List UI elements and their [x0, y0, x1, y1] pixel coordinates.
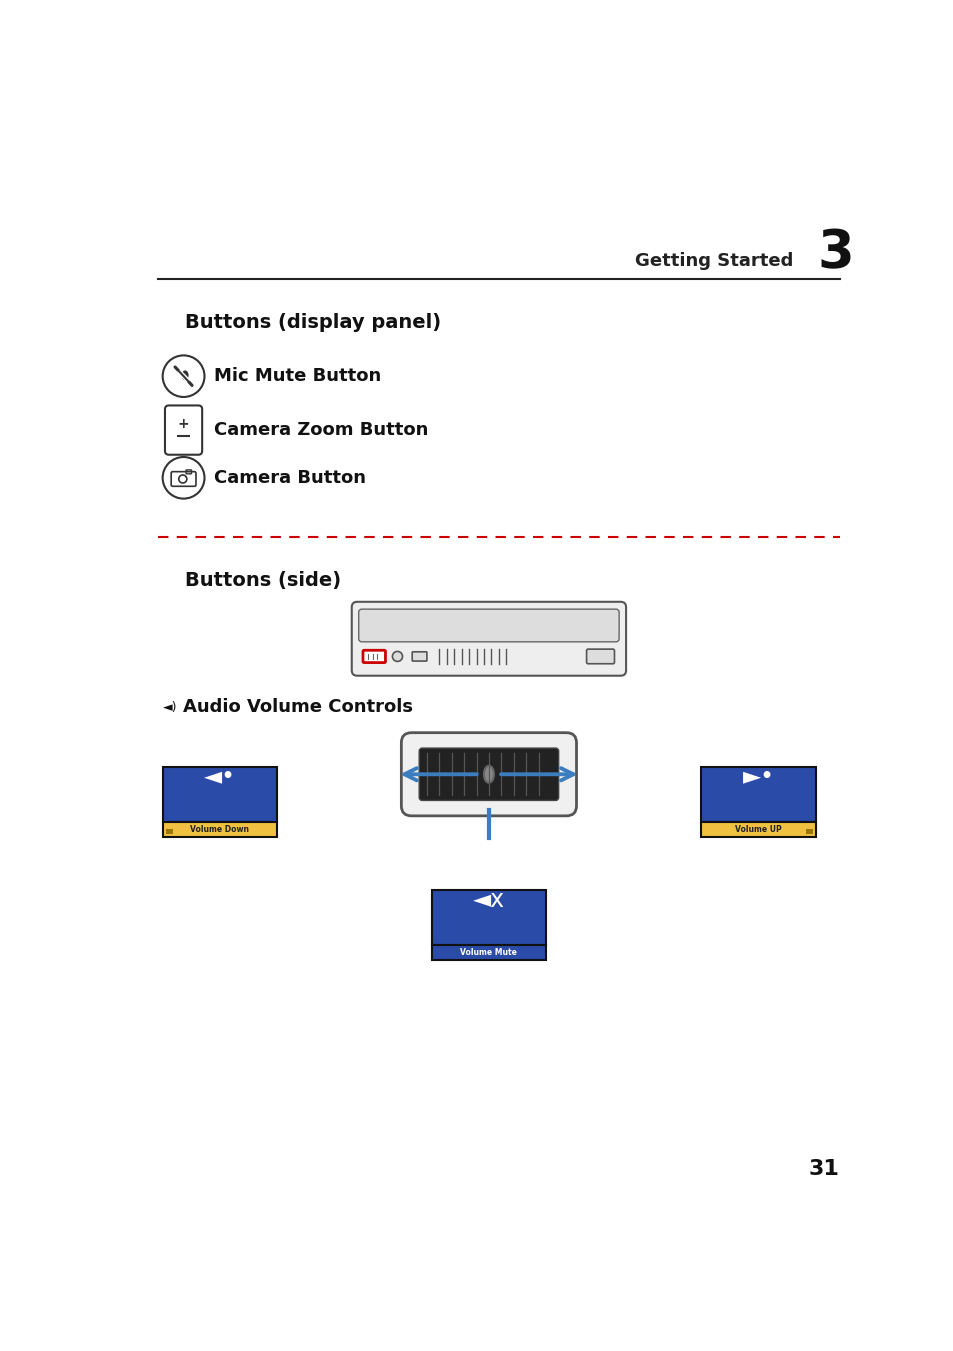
Ellipse shape [181, 370, 189, 381]
Text: ◄•: ◄• [204, 765, 235, 789]
FancyBboxPatch shape [412, 651, 427, 661]
Text: Buttons (display panel): Buttons (display panel) [185, 313, 441, 332]
FancyBboxPatch shape [700, 766, 815, 821]
Text: Volume UP: Volume UP [735, 825, 781, 834]
Text: Camera Zoom Button: Camera Zoom Button [213, 422, 428, 439]
FancyBboxPatch shape [352, 601, 625, 676]
FancyBboxPatch shape [401, 732, 576, 816]
FancyBboxPatch shape [431, 890, 546, 946]
Circle shape [392, 651, 402, 662]
FancyBboxPatch shape [358, 609, 618, 642]
FancyBboxPatch shape [162, 821, 277, 836]
FancyBboxPatch shape [162, 766, 277, 821]
Text: Getting Started: Getting Started [635, 251, 793, 270]
Text: +: + [177, 417, 190, 431]
Text: ◄x: ◄x [473, 888, 504, 912]
FancyBboxPatch shape [418, 748, 558, 800]
Ellipse shape [483, 766, 494, 782]
FancyBboxPatch shape [431, 946, 546, 959]
Text: 31: 31 [808, 1159, 839, 1179]
Text: ◄): ◄) [162, 701, 177, 713]
Bar [166, 830, 172, 835]
Text: Mic Mute Button: Mic Mute Button [213, 367, 380, 385]
Text: Camera Button: Camera Button [213, 469, 365, 486]
Text: Volume Mute: Volume Mute [460, 948, 517, 957]
Text: Audio Volume Controls: Audio Volume Controls [183, 698, 413, 716]
FancyBboxPatch shape [362, 650, 385, 662]
Text: Buttons (side): Buttons (side) [185, 570, 341, 590]
Text: ►•: ►• [741, 765, 774, 789]
Text: 3: 3 [817, 227, 854, 278]
FancyBboxPatch shape [700, 821, 815, 836]
Text: Volume Down: Volume Down [191, 825, 250, 834]
FancyBboxPatch shape [586, 648, 614, 663]
Bar [805, 830, 812, 835]
